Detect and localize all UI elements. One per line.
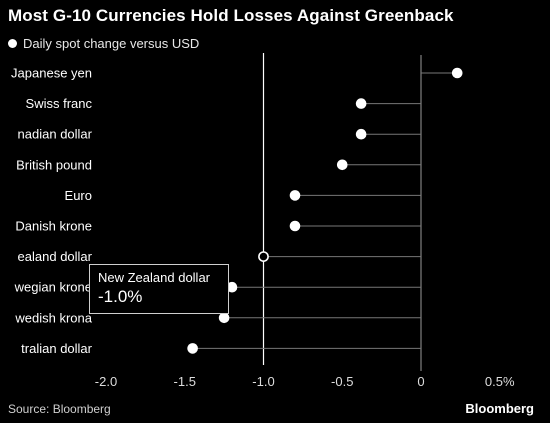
data-point	[187, 343, 198, 354]
legend: Daily spot change versus USD	[8, 36, 199, 51]
data-point	[289, 190, 301, 201]
tooltip-name: New Zealand dollar	[98, 270, 211, 285]
tooltip: New Zealand dollar -1.0%	[89, 264, 229, 314]
tooltip-value: -1.0%	[98, 287, 143, 306]
category-label: tralian dollar	[21, 341, 92, 356]
x-tick-label: -2.0	[95, 374, 117, 389]
brand-logo: Bloomberg	[465, 401, 534, 416]
category-label: British pound	[16, 157, 92, 172]
legend-dot-icon	[8, 39, 17, 48]
category-label: Danish krone	[15, 219, 92, 234]
x-tick-label: 0.5%	[485, 374, 515, 389]
x-tick-label: -1.5	[174, 374, 196, 389]
data-point	[258, 251, 269, 262]
x-tick-label: -1.0	[252, 374, 274, 389]
category-label: wegian krone	[14, 280, 92, 295]
data-point	[336, 159, 348, 171]
category-label: Euro	[65, 188, 92, 203]
data-point	[226, 281, 238, 293]
data-point	[289, 220, 301, 232]
category-label: nadian dollar	[18, 127, 93, 142]
category-label: wedish krona	[14, 310, 92, 325]
chart-title: Most G-10 Currencies Hold Losses Against…	[8, 6, 454, 25]
data-point	[218, 312, 230, 324]
data-point	[355, 98, 367, 109]
category-label: Japanese yen	[11, 66, 92, 81]
data-point	[451, 67, 463, 79]
category-label: ealand dollar	[18, 249, 93, 264]
x-tick-label: 0	[417, 374, 424, 389]
legend-label: Daily spot change versus USD	[23, 36, 200, 51]
source-note: Source: Bloomberg	[8, 402, 111, 416]
category-label: Swiss franc	[26, 96, 93, 111]
x-tick-label: -0.5	[331, 374, 353, 389]
data-point	[355, 128, 367, 140]
